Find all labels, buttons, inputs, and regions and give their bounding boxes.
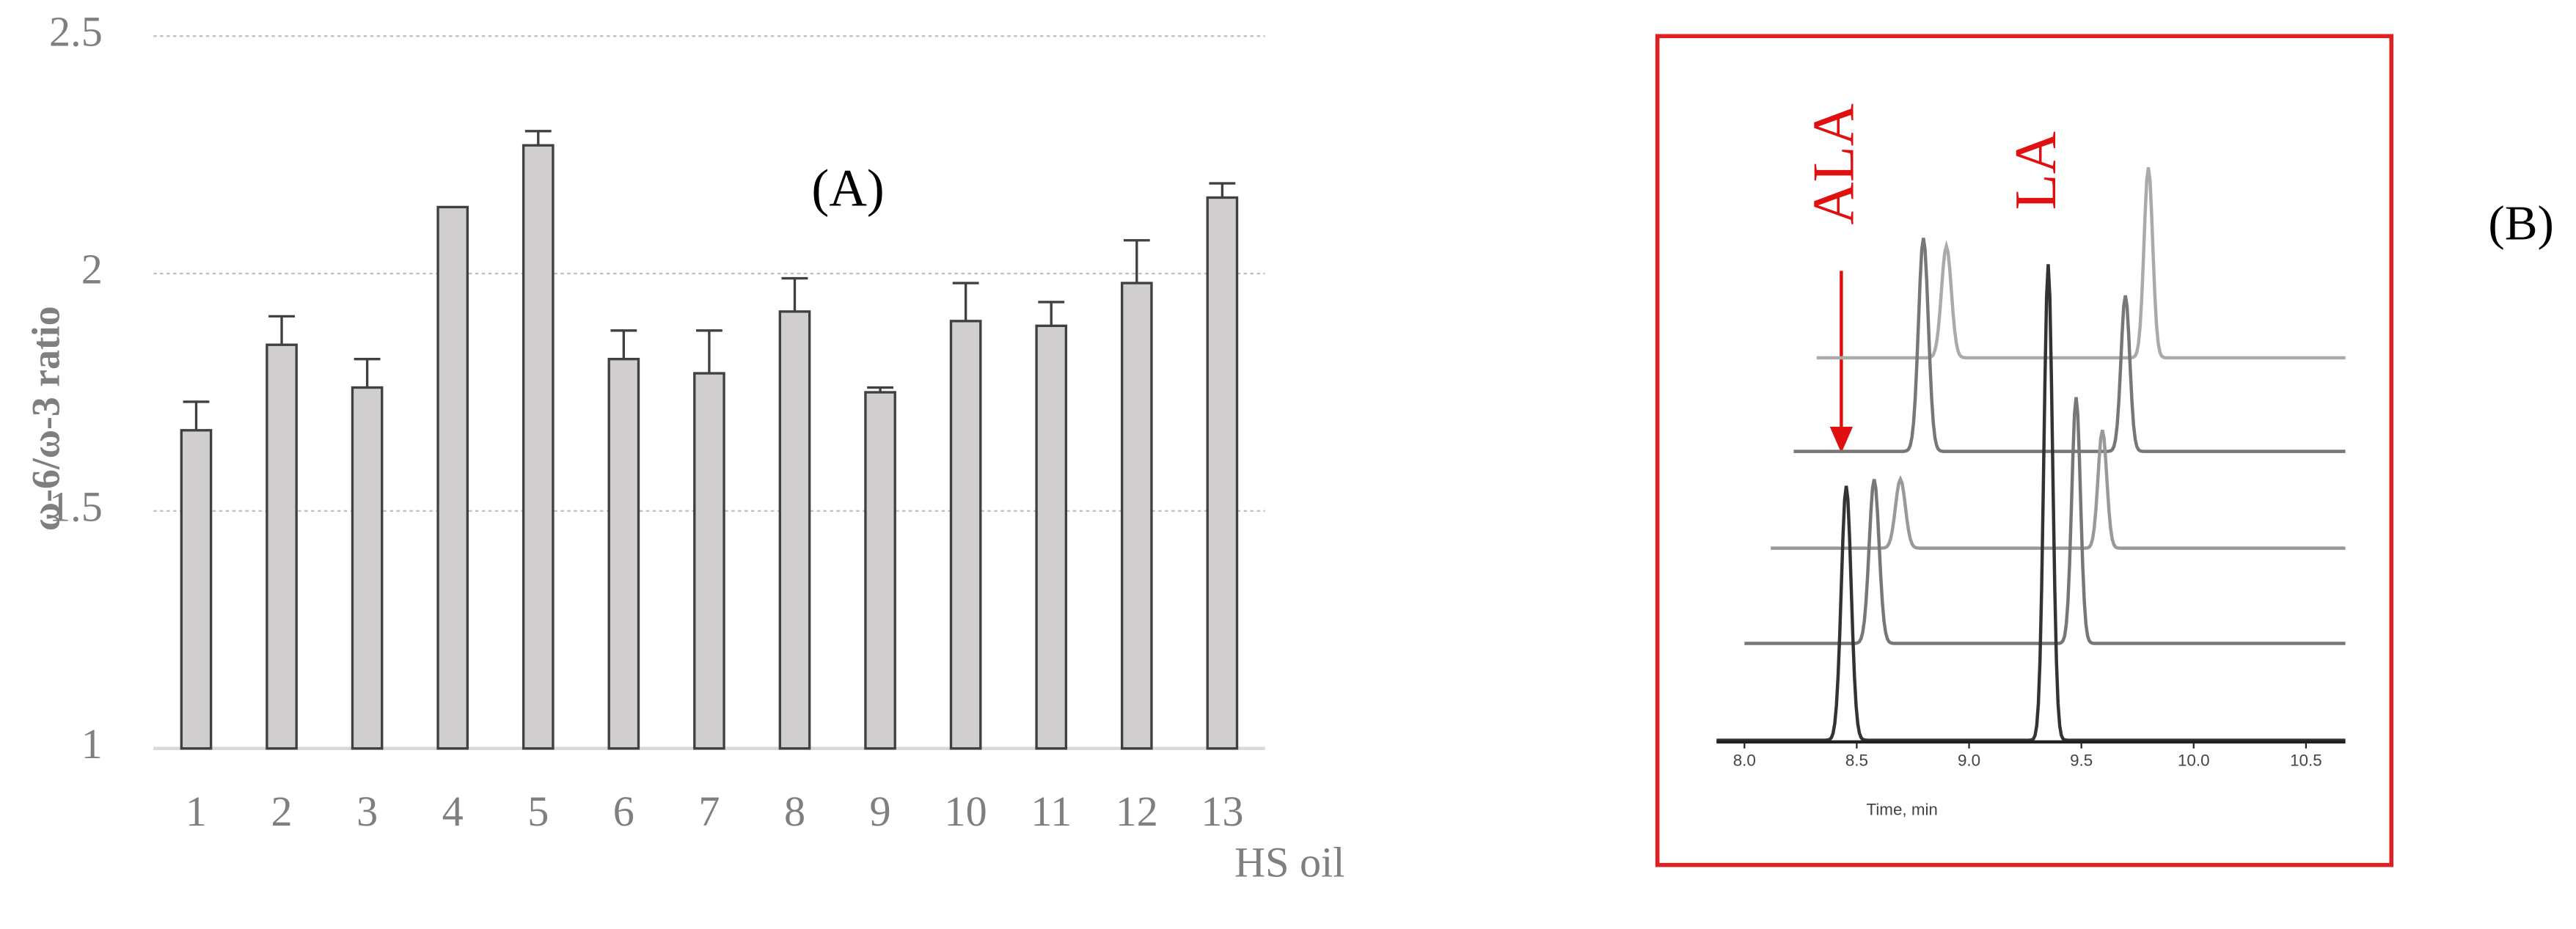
y-axis-label: ω-6/ω-3 ratio xyxy=(23,306,67,531)
bar xyxy=(1120,282,1153,750)
bar xyxy=(607,357,640,750)
bar xyxy=(351,386,384,750)
bar xyxy=(1035,324,1068,750)
time-tick-label: 10.0 xyxy=(2178,752,2210,770)
error-bar xyxy=(354,357,381,388)
panel-label: (A) xyxy=(811,160,884,218)
x-tick-label: 13 xyxy=(1201,787,1243,835)
time-tick-label: 8.0 xyxy=(1733,752,1756,770)
panel-frame xyxy=(1655,34,2394,867)
axis-label: Time, min xyxy=(1867,801,1938,819)
x-tick-label: 4 xyxy=(442,787,464,835)
chromatogram-trace xyxy=(1816,167,2346,360)
error-bar xyxy=(1123,239,1150,284)
chromatogram-trace xyxy=(1793,238,2346,453)
y-tick-label: 1 xyxy=(81,720,103,768)
error-bar xyxy=(952,282,979,321)
bar xyxy=(1206,196,1239,750)
panel-label: (B) xyxy=(2488,196,2553,251)
x-tick-label: 6 xyxy=(613,787,634,835)
bar xyxy=(778,310,811,750)
peak-label: LA xyxy=(2003,131,2068,210)
y-tick-label: 2 xyxy=(81,245,103,293)
chromatogram-trace xyxy=(1744,397,2346,645)
x-tick-label: 7 xyxy=(698,787,720,835)
error-bar xyxy=(524,130,552,146)
x-tick-label: 11 xyxy=(1031,787,1072,835)
error-bar xyxy=(610,329,637,359)
chromatogram-trace xyxy=(1771,430,2346,550)
bar xyxy=(864,391,896,750)
error-bar xyxy=(1209,182,1236,198)
x-tick-label: 8 xyxy=(784,787,805,835)
y-tick-label: 1.5 xyxy=(49,482,103,530)
x-tick-label: 1 xyxy=(186,787,207,835)
error-bar xyxy=(183,400,210,430)
x-tick-label: 2 xyxy=(271,787,293,835)
x-tick-label: 5 xyxy=(527,787,549,835)
bar xyxy=(693,372,725,750)
error-bar xyxy=(867,386,893,393)
x-tick-label: 9 xyxy=(870,787,891,835)
error-bar xyxy=(1038,301,1065,326)
time-tick-label: 9.5 xyxy=(2070,752,2093,770)
peak-label: ALA xyxy=(1801,103,1867,225)
time-tick-label: 9.0 xyxy=(1958,752,1980,770)
error-bar xyxy=(781,276,808,312)
x-axis-label: HS oil xyxy=(1234,838,1344,886)
bar xyxy=(436,205,469,750)
bar xyxy=(266,343,298,750)
y-tick-label: 2.5 xyxy=(49,8,103,56)
x-tick-label: 3 xyxy=(356,787,378,835)
error-bar xyxy=(696,329,722,374)
time-tick-label: 10.5 xyxy=(2290,752,2322,770)
x-tick-label: 10 xyxy=(945,787,987,835)
time-tick-label: 8.5 xyxy=(1845,752,1868,770)
bar xyxy=(522,144,555,750)
bar xyxy=(949,320,982,750)
bar xyxy=(180,429,213,750)
x-tick-label: 12 xyxy=(1116,787,1158,835)
arrow-head xyxy=(1829,427,1854,453)
chromatogram-trace xyxy=(1716,264,2346,742)
error-bar xyxy=(268,315,295,345)
